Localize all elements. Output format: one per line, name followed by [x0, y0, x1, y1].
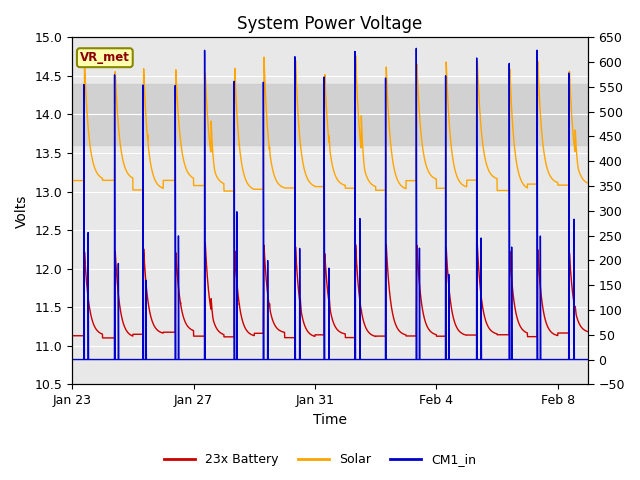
- Title: System Power Voltage: System Power Voltage: [237, 15, 423, 33]
- X-axis label: Time: Time: [313, 413, 347, 427]
- Y-axis label: Volts: Volts: [15, 194, 29, 228]
- Bar: [72, 84, 588, 145]
- Legend: 23x Battery, Solar, CM1_in: 23x Battery, Solar, CM1_in: [159, 448, 481, 471]
- Text: VR_met: VR_met: [80, 51, 130, 64]
